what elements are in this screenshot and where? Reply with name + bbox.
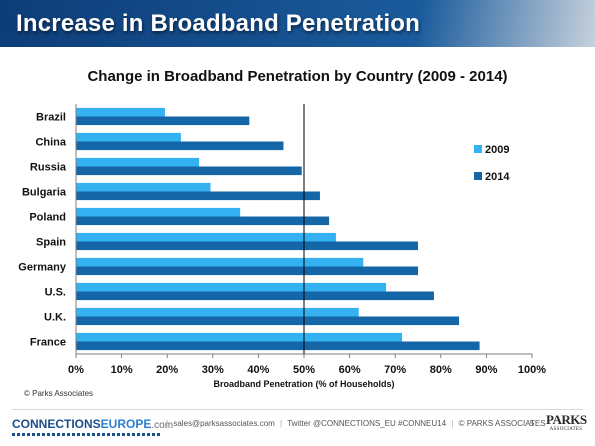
category-label: Germany [18, 262, 67, 274]
legend-label-2014: 2014 [485, 171, 510, 183]
bar-2009-russia [76, 157, 200, 167]
bar-2014-france [76, 341, 480, 351]
footer-links: | sales@parksassociates.com | Twitter @C… [166, 419, 546, 428]
footer: CONNECTIONSEUROPE.com | sales@parksassoc… [0, 405, 595, 446]
x-tick-label: 10% [111, 364, 133, 376]
x-tick-label: 0% [68, 364, 84, 376]
category-label: U.S. [45, 287, 66, 299]
page-number: 5 [530, 419, 535, 428]
bar-chart: Brazil China Russia Bulgaria Poland Spain Germ… [18, 104, 546, 389]
footer-hashtag[interactable]: #CONNEU14 [398, 419, 447, 428]
category-label: Poland [29, 212, 66, 224]
connections-europe-logo[interactable]: CONNECTIONSEUROPE.com [12, 417, 173, 431]
bar-2014-germany [76, 266, 418, 276]
x-axis-title: Broadband Penetration (% of Households) [213, 379, 394, 389]
x-tick-label: 20% [156, 364, 178, 376]
bar-2014-russia [76, 166, 302, 176]
brand-underline [12, 433, 160, 436]
x-tick-label: 80% [430, 364, 452, 376]
brand-com: .com [151, 420, 174, 431]
category-label: Bulgaria [22, 187, 67, 199]
category-label: Brazil [36, 112, 66, 124]
x-tick-label: 60% [339, 364, 361, 376]
category-label: U.K. [44, 312, 66, 324]
logo-associates: ASSOCIATES [549, 427, 583, 432]
bar-2014-us [76, 291, 434, 301]
bar-2009-brazil [76, 107, 165, 117]
category-label: China [35, 137, 66, 149]
bar-2009-france [76, 332, 403, 342]
x-tick-label: 30% [202, 364, 224, 376]
bar-2009-bulgaria [76, 182, 211, 192]
x-tick-label: 90% [475, 364, 497, 376]
footer-twitter-link[interactable]: Twitter @CONNECTIONS_EU [287, 419, 396, 428]
bar-2009-uk [76, 307, 359, 317]
legend-swatch-2014 [474, 172, 482, 180]
bar-2014-spain [76, 241, 418, 251]
brand-connections: CONNECTIONS [12, 417, 101, 431]
category-label: Spain [36, 237, 66, 249]
bar-2009-germany [76, 257, 364, 267]
footer-email-link[interactable]: sales@parksassociates.com [173, 419, 275, 428]
copyright-note: © Parks Associates [24, 389, 94, 398]
slide-title: Increase in Broadband Penetration [16, 10, 421, 37]
category-label: France [30, 337, 66, 349]
chart-title: Change in Broadband Penetration by Count… [87, 68, 508, 85]
x-tick-label: 100% [518, 364, 546, 376]
bar-2009-spain [76, 232, 336, 242]
logo-parks: PARKS [546, 412, 587, 427]
bar-2009-poland [76, 207, 241, 217]
x-tick-label: 50% [293, 364, 315, 376]
footer-company: © PARKS ASSOCIATES [458, 419, 546, 428]
parks-associates-logo: PARKS ASSOCIATES [546, 412, 587, 433]
brand-europe: EUROPE [100, 417, 152, 431]
x-tick-label: 70% [384, 364, 406, 376]
bar-2014-poland [76, 216, 330, 226]
bar-2014-china [76, 141, 284, 151]
title-banner: Increase in Broadband Penetration [0, 0, 595, 47]
footer-divider [12, 409, 583, 410]
bar-2009-us [76, 282, 387, 292]
legend-label-2009: 2009 [485, 144, 509, 156]
bar-2014-bulgaria [76, 191, 320, 201]
legend-swatch-2009 [474, 145, 482, 153]
bar-2014-uk [76, 316, 460, 326]
category-label: Russia [30, 162, 67, 174]
x-tick-label: 40% [247, 364, 269, 376]
bar-2009-china [76, 132, 181, 142]
bar-2014-brazil [76, 116, 250, 126]
